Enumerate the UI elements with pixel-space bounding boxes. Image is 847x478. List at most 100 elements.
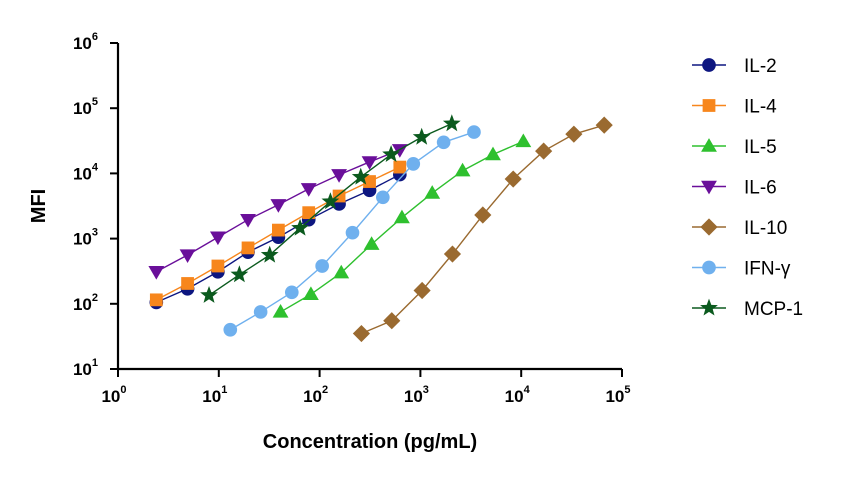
data-point bbox=[443, 245, 462, 263]
legend-label: IL-10 bbox=[744, 218, 787, 239]
data-point bbox=[361, 156, 378, 170]
data-point bbox=[302, 286, 319, 300]
legend-label: IL-2 bbox=[744, 56, 777, 77]
x-tick-label: 103 bbox=[404, 384, 429, 406]
data-point bbox=[272, 304, 289, 318]
legend-item: IFN-γ bbox=[692, 259, 791, 280]
y-tick-label: 102 bbox=[73, 292, 98, 314]
x-tick-label: 101 bbox=[202, 384, 227, 406]
legend-item: IL-4 bbox=[692, 97, 777, 118]
data-point bbox=[230, 265, 249, 283]
data-point bbox=[315, 259, 329, 273]
data-point bbox=[363, 175, 376, 188]
legend-marker bbox=[702, 99, 716, 112]
data-point bbox=[211, 259, 225, 273]
legend-marker bbox=[700, 298, 718, 316]
data-point bbox=[394, 209, 410, 224]
data-point bbox=[200, 285, 218, 303]
data-point bbox=[535, 142, 553, 160]
data-point bbox=[300, 183, 317, 197]
x-tick-label: 104 bbox=[505, 384, 531, 406]
y-axis: 101 102 103 104 105 106 bbox=[73, 31, 120, 379]
data-point bbox=[436, 135, 451, 150]
y-tick-label: 106 bbox=[73, 31, 98, 53]
data-point bbox=[454, 162, 471, 177]
data-point bbox=[406, 157, 421, 171]
series-il-10 bbox=[352, 116, 613, 343]
data-point bbox=[515, 133, 532, 148]
series-il-5 bbox=[272, 133, 532, 318]
y-tick-exponent: 3 bbox=[92, 227, 98, 239]
x-tick-exponent: 2 bbox=[322, 384, 328, 396]
x-tick-exponent: 0 bbox=[120, 384, 126, 396]
data-point bbox=[241, 241, 255, 255]
x-tick-label: 105 bbox=[605, 384, 630, 406]
x-axis-title: Concentration (pg/mL) bbox=[263, 431, 477, 453]
data-point bbox=[382, 145, 400, 163]
legend-marker bbox=[702, 58, 716, 72]
series-il-6 bbox=[148, 144, 408, 280]
data-point bbox=[504, 170, 522, 188]
data-point bbox=[595, 116, 613, 134]
data-point bbox=[333, 264, 350, 279]
data-point bbox=[363, 236, 380, 250]
data-point bbox=[352, 324, 371, 343]
legend-label: MCP-1 bbox=[744, 299, 803, 320]
data-point bbox=[302, 206, 316, 220]
x-tick-label: 100 bbox=[101, 384, 126, 406]
legend-marker bbox=[701, 138, 717, 152]
series-mcp-1 bbox=[200, 114, 461, 303]
x-tick-exponent: 4 bbox=[524, 384, 531, 396]
y-tick-exponent: 2 bbox=[92, 292, 98, 304]
y-tick-exponent: 4 bbox=[92, 161, 99, 173]
y-tick-exponent: 1 bbox=[92, 357, 98, 369]
x-tick-exponent: 1 bbox=[221, 384, 227, 396]
data-point bbox=[413, 281, 431, 300]
data-point bbox=[179, 249, 196, 263]
data-point bbox=[393, 160, 407, 174]
x-tick-exponent: 3 bbox=[423, 384, 429, 396]
series-line bbox=[361, 124, 605, 335]
y-tick-label: 104 bbox=[73, 161, 99, 183]
data-point bbox=[223, 322, 238, 337]
data-point bbox=[209, 231, 226, 246]
x-tick-label: 102 bbox=[303, 384, 328, 406]
data-point bbox=[442, 114, 461, 132]
data-point bbox=[485, 146, 501, 161]
legend-label: IL-6 bbox=[744, 178, 777, 199]
legend-item: IL-6 bbox=[692, 178, 777, 199]
data-point bbox=[345, 225, 360, 240]
legend: IL-2 IL-4 IL-5 IL-6 IL-10 IFN-γ MCP-1 bbox=[692, 56, 803, 320]
data-point bbox=[467, 125, 481, 139]
series-ifn- bbox=[223, 125, 481, 337]
series-line bbox=[208, 122, 453, 296]
y-tick-exponent: 6 bbox=[92, 31, 98, 43]
data-point bbox=[383, 312, 401, 330]
data-point bbox=[270, 199, 287, 213]
data-point bbox=[351, 167, 370, 185]
data-point bbox=[253, 305, 268, 319]
data-point bbox=[291, 218, 309, 236]
data-point bbox=[424, 185, 441, 199]
data-point bbox=[376, 190, 390, 205]
data-point bbox=[148, 266, 165, 280]
legend-item: MCP-1 bbox=[692, 298, 803, 320]
legend-item: IL-5 bbox=[692, 137, 777, 158]
y-tick-label: 103 bbox=[73, 227, 98, 249]
legend-marker bbox=[700, 218, 718, 236]
data-point bbox=[474, 206, 492, 224]
legend-marker bbox=[701, 180, 717, 195]
data-point bbox=[240, 213, 256, 228]
data-point bbox=[260, 245, 279, 263]
y-tick-exponent: 5 bbox=[92, 96, 98, 108]
data-point bbox=[284, 285, 299, 300]
plot-area bbox=[148, 114, 613, 343]
legend-label: IL-5 bbox=[744, 137, 777, 158]
data-point bbox=[331, 169, 347, 183]
data-point bbox=[149, 293, 163, 307]
series-il-4 bbox=[149, 160, 407, 307]
y-tick-label: 105 bbox=[73, 96, 98, 118]
legend-label: IFN-γ bbox=[744, 259, 791, 280]
data-point bbox=[271, 223, 285, 237]
